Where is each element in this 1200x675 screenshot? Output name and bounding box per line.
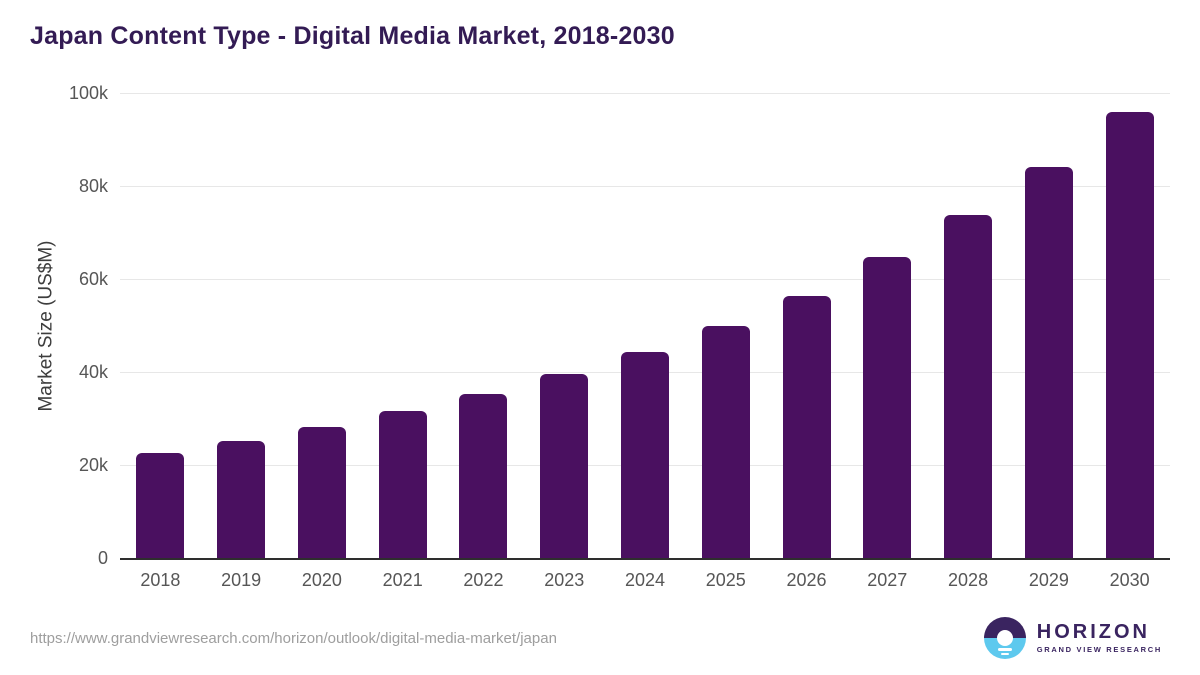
x-tick-label-2022: 2022	[463, 570, 504, 590]
y-tick-label-40k: 40k	[78, 362, 108, 382]
x-tick-label-2025: 2025	[705, 570, 746, 590]
gridline-60k	[120, 279, 1170, 280]
y-tick-label-100k: 100k	[68, 83, 108, 103]
x-tick-label-2030: 2030	[1109, 570, 1150, 590]
bar-2023	[540, 374, 589, 558]
x-tick-label-2026: 2026	[786, 570, 827, 590]
bar-2021	[378, 411, 427, 558]
bar-2018	[136, 453, 185, 558]
logo-name: HORIZON	[1036, 621, 1150, 643]
logo-subtext: GRAND VIEW RESEARCH	[1036, 645, 1162, 654]
gridline-100k	[120, 93, 1170, 94]
bar-2019	[217, 441, 266, 558]
x-tick-label-2024: 2024	[624, 570, 666, 590]
horizon-logo: HORIZON GRAND VIEW RESEARCH	[983, 617, 1162, 659]
horizon-sun-icon	[983, 617, 1026, 659]
x-tick-label-2027: 2027	[867, 570, 908, 590]
x-tick-label-2028: 2028	[948, 570, 989, 590]
y-tick-label-80k: 80k	[78, 176, 108, 196]
x-tick-label-2018: 2018	[140, 570, 181, 590]
logo-text: HORIZON GRAND VIEW RESEARCH	[1037, 622, 1162, 654]
plot-area	[120, 93, 1170, 560]
source-url: https://www.grandviewresearch.com/horizo…	[30, 630, 557, 647]
x-tick-label-2023: 2023	[544, 570, 585, 590]
x-tick-label-2020: 2020	[301, 570, 342, 590]
y-axis-tick-labels: 0 20k 40k 60k 80k 100k	[0, 83, 108, 568]
y-tick-label-60k: 60k	[78, 269, 108, 289]
bar-2026	[782, 296, 831, 558]
chart-title: Japan Content Type - Digital Media Marke…	[30, 22, 675, 50]
x-axis-tick-labels: 2018 2019 2020 2021 2022 2023 2024 2025 2026 2027…	[120, 570, 1170, 594]
bar-2028	[944, 215, 993, 558]
horizon-line-icon	[997, 648, 1012, 651]
bar-2029	[1024, 166, 1073, 558]
bar-2027	[863, 256, 912, 558]
bar-2020	[297, 427, 346, 558]
y-tick-label-0: 0	[97, 548, 108, 568]
x-tick-label-2029: 2029	[1028, 570, 1069, 590]
gridline-80k	[120, 186, 1170, 187]
bar-2030	[1105, 111, 1154, 558]
x-tick-label-2021: 2021	[382, 570, 423, 590]
bar-2022	[459, 394, 508, 558]
y-tick-label-20k: 20k	[78, 455, 108, 475]
x-tick-label-2019: 2019	[221, 570, 262, 590]
horizon-line-icon	[1000, 652, 1009, 655]
bar-2024	[621, 352, 669, 558]
bar-2025	[701, 325, 750, 558]
sun-circle-icon	[996, 630, 1013, 646]
